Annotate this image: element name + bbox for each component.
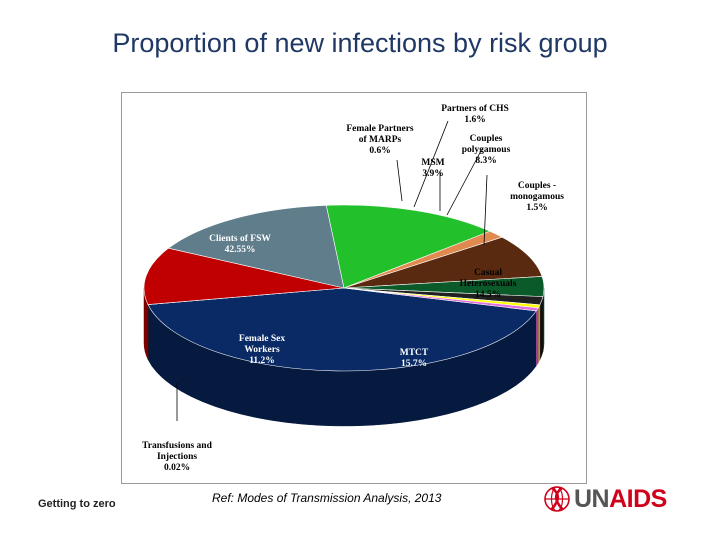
slice-label-4: Casual Heterosexuals 14.5%	[460, 268, 517, 300]
slice-label-6: Couples polygamous 8.3%	[462, 134, 511, 166]
tagline: Getting to zero	[38, 498, 116, 510]
slice-label-3: MTCT 15.7%	[400, 348, 429, 369]
logo-wordmark: UNAIDS	[574, 485, 667, 514]
pie-slice-4	[325, 204, 491, 289]
pie-side-10-0	[536, 306, 539, 367]
logo-aids-text: AIDS	[609, 484, 667, 513]
red-ribbon-globe-icon	[544, 486, 570, 512]
slice-label-1: Transfusions and Injections 0.02%	[142, 441, 213, 473]
pie-slice-10	[343, 287, 539, 312]
slice-label-0: Clients of FSW 42.55%	[209, 234, 271, 255]
unaids-logo: UNAIDS	[540, 484, 667, 514]
leader-line-6	[446, 148, 483, 216]
leader-line-8	[413, 120, 449, 208]
logo-un-text: UN	[574, 484, 610, 513]
pie-slice-3	[167, 205, 345, 289]
slice-label-8: Partners of CHS 1.6%	[441, 104, 509, 125]
slice-label-5: Couples -monogamous 1.5%	[510, 181, 564, 213]
slide-title: Proportion of new infections by risk gro…	[112, 28, 608, 58]
leader-line-5	[483, 174, 488, 246]
pie-side-8-0	[539, 296, 544, 360]
pie-slice-0	[147, 287, 537, 372]
leader-line-9	[396, 159, 403, 202]
pie-chart-canvas: Clients of FSW 42.55% Transfusions and Inje…	[142, 104, 564, 473]
slice-label-2: Female Sex Workers 11.2%	[239, 334, 285, 366]
pie-slice-2	[143, 247, 345, 305]
pie-slice-6	[343, 236, 543, 289]
slice-label-9: Female Partners of MARPs 0.6%	[346, 124, 414, 156]
reference-note: Ref: Modes of Transmission Analysis, 201…	[212, 491, 442, 505]
pie-chart: Clients of FSW 42.55% Transfusions and Inje…	[121, 92, 587, 484]
slice-label-7: MSM 3.9%	[421, 158, 444, 179]
